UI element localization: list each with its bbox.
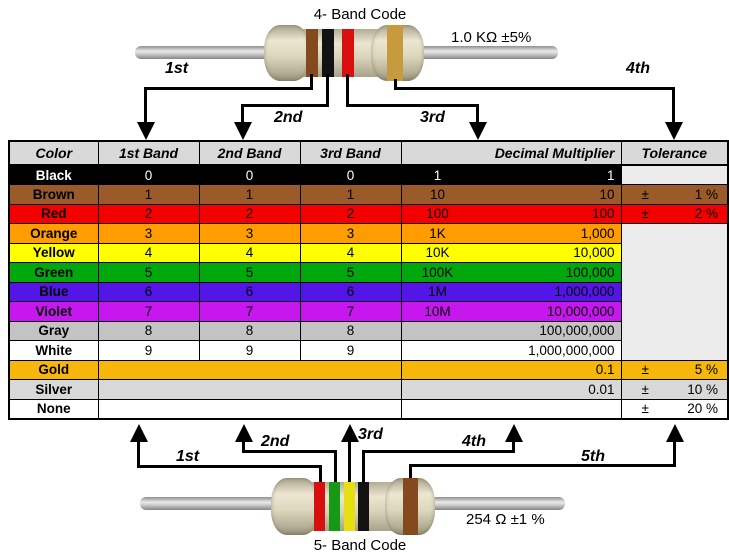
- arrow-down-icon: [469, 122, 487, 140]
- table-row-gray: Gray 8 8 8 100,000,000: [8, 320, 728, 341]
- header-decimal-multiplier: Decimal Multiplier: [400, 140, 622, 166]
- label-1st-top: 1st: [165, 60, 189, 77]
- label-2nd-top: 2nd: [274, 109, 303, 126]
- five-band-value: 254 Ω ±1 %: [466, 511, 545, 528]
- label-1st-bottom: 1st: [176, 448, 200, 465]
- table-row-violet: Violet 7 7 7 10M 10,000,000: [8, 301, 728, 322]
- arrow-up-icon: [130, 424, 148, 442]
- header-3rd-band: 3rd Band: [299, 140, 402, 166]
- table-row-orange: Orange 3 3 3 1K 1,000: [8, 223, 729, 361]
- table-header-row: Color 1st Band 2nd Band 3rd Band Decimal…: [8, 140, 729, 166]
- table-row-white: White 9 9 9 1,000,000,000: [8, 340, 728, 361]
- band-yellow-icon: [344, 482, 355, 531]
- arrow-up-icon: [505, 424, 523, 442]
- four-band-title: 4- Band Code: [313, 6, 407, 23]
- header-1st-band: 1st Band: [97, 140, 200, 166]
- arrow-down-icon: [665, 122, 683, 140]
- label-3rd-bottom: 3rd: [358, 426, 383, 443]
- table-row-silver: Silver 0.01 ±10 %: [8, 379, 729, 400]
- header-color: Color: [8, 140, 99, 166]
- band-gold-icon: [387, 25, 403, 81]
- band-red-icon: [342, 29, 354, 77]
- arrow-up-icon: [235, 424, 253, 442]
- arrow-down-icon: [137, 122, 155, 140]
- five-band-title: 5- Band Code: [313, 537, 407, 554]
- tolerance-empty-region: [620, 223, 729, 361]
- four-band-value: 1.0 KΩ ±5%: [451, 29, 532, 46]
- band-red-icon: [314, 482, 325, 531]
- header-tolerance: Tolerance: [620, 140, 729, 166]
- arrow-up-icon: [341, 424, 359, 442]
- band-green-icon: [329, 482, 340, 531]
- arrow-up-icon: [666, 424, 684, 442]
- band-black-icon: [358, 482, 369, 531]
- table-row-yellow: Yellow 4 4 4 10K 10,000: [8, 242, 728, 263]
- label-4th-top: 4th: [626, 60, 650, 77]
- band-black-icon: [322, 29, 334, 77]
- table-row-none: None ±20 %: [8, 398, 729, 419]
- table-row-gold: Gold 0.1 ±5 %: [8, 359, 729, 380]
- band-brown-icon: [306, 29, 318, 77]
- label-4th-bottom: 4th: [462, 433, 486, 450]
- label-3rd-top: 3rd: [420, 109, 445, 126]
- arrow-down-icon: [234, 122, 252, 140]
- table-row-brown: Brown 1 1 1 10 10 ±1 %: [8, 184, 729, 205]
- label-5th-bottom: 5th: [581, 448, 605, 465]
- header-2nd-band: 2nd Band: [198, 140, 301, 166]
- label-2nd-bottom: 2nd: [261, 433, 290, 450]
- band-brown-icon: [403, 478, 418, 535]
- table-row-blue: Blue 6 6 6 1M 1,000,000: [8, 281, 728, 302]
- resistor-color-code-table: Color 1st Band 2nd Band 3rd Band Decimal…: [8, 140, 729, 420]
- table-row-green: Green 5 5 5 100K 100,000: [8, 262, 728, 283]
- table-row-red: Red 2 2 2 100 100 ±2 %: [8, 203, 729, 224]
